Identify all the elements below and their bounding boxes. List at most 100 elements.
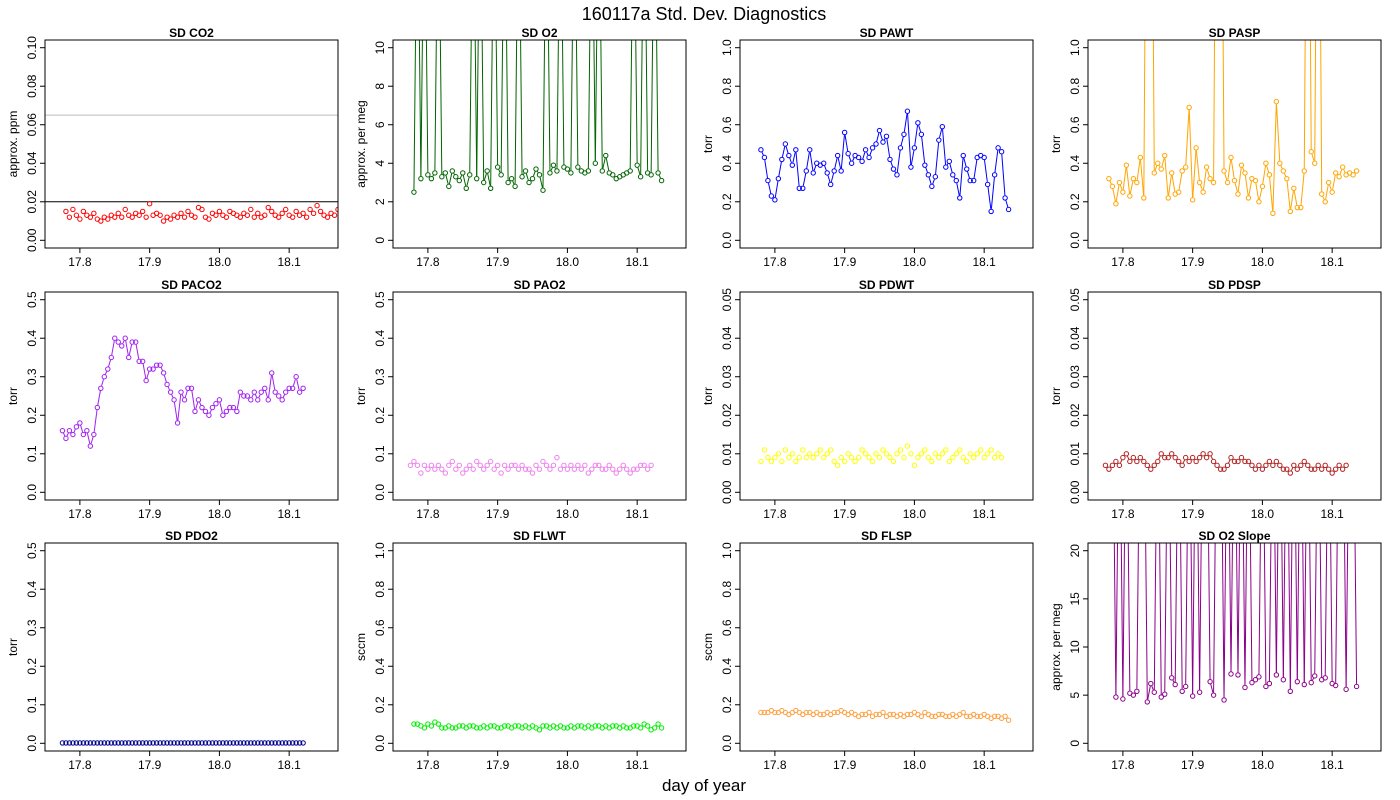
data-point xyxy=(911,145,918,151)
data-point xyxy=(1228,454,1234,461)
data-point xyxy=(146,366,153,372)
x-tick-label: 18.1 xyxy=(625,758,649,772)
series-segment xyxy=(171,394,174,398)
data-point xyxy=(1141,195,1147,201)
data-point xyxy=(1308,466,1314,472)
data-point xyxy=(1155,160,1161,166)
data-point xyxy=(575,462,581,469)
series-segment xyxy=(813,165,817,171)
data-point xyxy=(223,408,230,415)
data-point xyxy=(188,740,195,746)
data-point xyxy=(1280,168,1287,174)
series-segment xyxy=(600,40,603,169)
data-point xyxy=(991,454,998,461)
data-point xyxy=(223,214,230,220)
data-point xyxy=(1210,692,1217,698)
series-segment xyxy=(1296,543,1300,680)
data-point xyxy=(810,454,816,461)
data-point xyxy=(533,462,539,469)
data-point xyxy=(1249,679,1255,686)
y-tick-label: 0.3 xyxy=(373,368,387,385)
data-point xyxy=(1113,694,1119,700)
x-tick-label: 18.1 xyxy=(972,758,996,772)
data-point xyxy=(265,397,271,403)
data-point xyxy=(474,175,480,182)
data-point xyxy=(894,172,900,178)
data-point xyxy=(178,389,184,395)
data-point xyxy=(599,168,605,174)
data-point xyxy=(824,451,830,457)
data-point xyxy=(1221,168,1227,174)
data-series xyxy=(411,719,665,733)
panel-title: SD PAWT xyxy=(860,26,914,40)
data-point xyxy=(296,389,303,395)
data-point xyxy=(143,377,149,384)
data-point xyxy=(929,458,935,465)
data-series xyxy=(59,740,306,746)
y-tick-label: 0.4 xyxy=(25,581,39,598)
series-segment xyxy=(1244,543,1247,685)
data-point xyxy=(234,408,240,415)
data-point xyxy=(258,740,264,746)
data-point xyxy=(1298,462,1304,469)
x-tick-label: 17.9 xyxy=(138,507,162,521)
series-segment xyxy=(265,390,268,398)
series-segment xyxy=(656,40,659,171)
data-point xyxy=(655,721,661,727)
series-segment xyxy=(802,173,807,186)
data-point xyxy=(592,723,599,729)
data-point xyxy=(112,214,118,220)
series-segment xyxy=(476,40,479,177)
data-series xyxy=(1113,356,1360,705)
series-segment xyxy=(879,132,883,140)
data-point xyxy=(494,462,501,469)
panel-title: SD CO2 xyxy=(169,26,214,40)
data-point xyxy=(880,447,886,453)
data-point xyxy=(1339,466,1346,472)
data-point xyxy=(167,216,174,222)
data-point xyxy=(1332,466,1339,472)
series-segment xyxy=(93,410,98,433)
data-point xyxy=(1102,462,1109,469)
data-point xyxy=(1201,356,1205,360)
data-point xyxy=(554,454,560,461)
data-point xyxy=(998,454,1005,461)
data-point xyxy=(1306,356,1310,360)
data-point xyxy=(599,466,605,472)
series-segment xyxy=(946,163,949,166)
series-segment xyxy=(925,167,928,173)
x-tick-label: 18.1 xyxy=(625,507,649,521)
series-segment xyxy=(1266,165,1270,173)
series-segment xyxy=(1221,543,1225,698)
data-point xyxy=(1116,179,1123,186)
panel-title: SD O2 xyxy=(521,26,557,40)
data-point xyxy=(575,164,581,170)
data-point xyxy=(1322,462,1328,469)
data-point xyxy=(1200,189,1206,195)
series-segment xyxy=(827,175,831,183)
data-point xyxy=(505,466,511,472)
series-segment xyxy=(1222,40,1225,169)
series-segment xyxy=(1185,109,1190,165)
series-segment xyxy=(258,394,261,398)
series-segment xyxy=(935,142,940,175)
data-point xyxy=(1134,458,1140,465)
series-segment xyxy=(1268,543,1272,681)
series-segment xyxy=(425,40,429,173)
y-tick-label: 0.4 xyxy=(373,658,387,675)
data-point xyxy=(251,214,257,220)
data-point xyxy=(1235,458,1241,465)
y-tick-label: 0.0 xyxy=(25,735,39,752)
data-point xyxy=(244,740,251,746)
data-point xyxy=(964,713,970,720)
series-segment xyxy=(292,379,296,386)
y-tick-label: 0.5 xyxy=(25,542,39,559)
data-point xyxy=(1109,183,1116,190)
y-tick-label: 4 xyxy=(373,160,387,167)
data-point xyxy=(904,108,911,114)
data-point xyxy=(1340,356,1344,360)
series-segment xyxy=(146,371,150,379)
data-point xyxy=(206,412,212,418)
data-point xyxy=(262,385,268,391)
data-point xyxy=(129,740,135,746)
